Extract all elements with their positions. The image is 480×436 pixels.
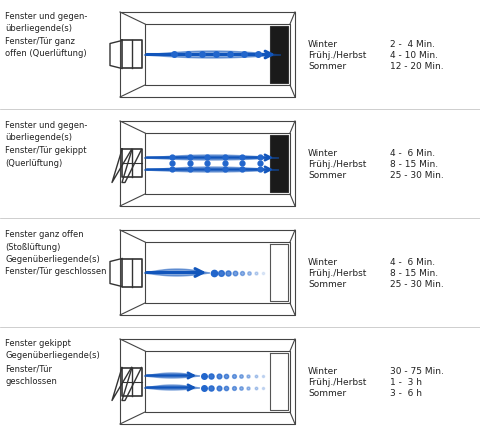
Text: Winter: Winter [308,149,338,158]
Text: 2 -  4 Min.: 2 - 4 Min. [390,40,435,49]
Text: Fenster ganz offen
(Stoßlüftung)
Gegenüberliegende(s)
Fenster/Tür geschlossen: Fenster ganz offen (Stoßlüftung) Gegenüb… [5,230,107,276]
Polygon shape [270,135,288,192]
Text: 4 - 10 Min.: 4 - 10 Min. [390,51,438,60]
Text: Winter: Winter [308,258,338,267]
Text: Sommer: Sommer [308,171,346,180]
Text: Frühj./Herbst: Frühj./Herbst [308,378,366,387]
Text: Sommer: Sommer [308,62,346,71]
Text: Sommer: Sommer [308,280,346,289]
Text: 25 - 30 Min.: 25 - 30 Min. [390,171,444,180]
Text: Frühj./Herbst: Frühj./Herbst [308,160,366,169]
Text: 3 -  6 h: 3 - 6 h [390,389,422,398]
Text: 8 - 15 Min.: 8 - 15 Min. [390,269,438,278]
Text: Fenster und gegen-
überliegende(s)
Fenster/Tür gekippt
(Querlüftung): Fenster und gegen- überliegende(s) Fenst… [5,121,87,167]
Text: Fenster und gegen-
überliegende(s)
Fenster/Tür ganz
offen (Querlüftung): Fenster und gegen- überliegende(s) Fenst… [5,12,87,58]
Text: Fenster gekippt
Gegenüberliegende(s)
Fenster/Tür
geschlossen: Fenster gekippt Gegenüberliegende(s) Fen… [5,339,100,385]
Text: 12 - 20 Min.: 12 - 20 Min. [390,62,444,71]
Polygon shape [270,26,288,83]
Text: Frühj./Herbst: Frühj./Herbst [308,51,366,60]
Text: Frühj./Herbst: Frühj./Herbst [308,269,366,278]
Text: 25 - 30 Min.: 25 - 30 Min. [390,280,444,289]
Text: Winter: Winter [308,40,338,49]
Text: Sommer: Sommer [308,389,346,398]
Text: 4 -  6 Min.: 4 - 6 Min. [390,149,435,158]
Text: 30 - 75 Min.: 30 - 75 Min. [390,367,444,376]
Text: Winter: Winter [308,367,338,376]
Text: 4 -  6 Min.: 4 - 6 Min. [390,258,435,267]
Text: 1 -  3 h: 1 - 3 h [390,378,422,387]
Text: 8 - 15 Min.: 8 - 15 Min. [390,160,438,169]
